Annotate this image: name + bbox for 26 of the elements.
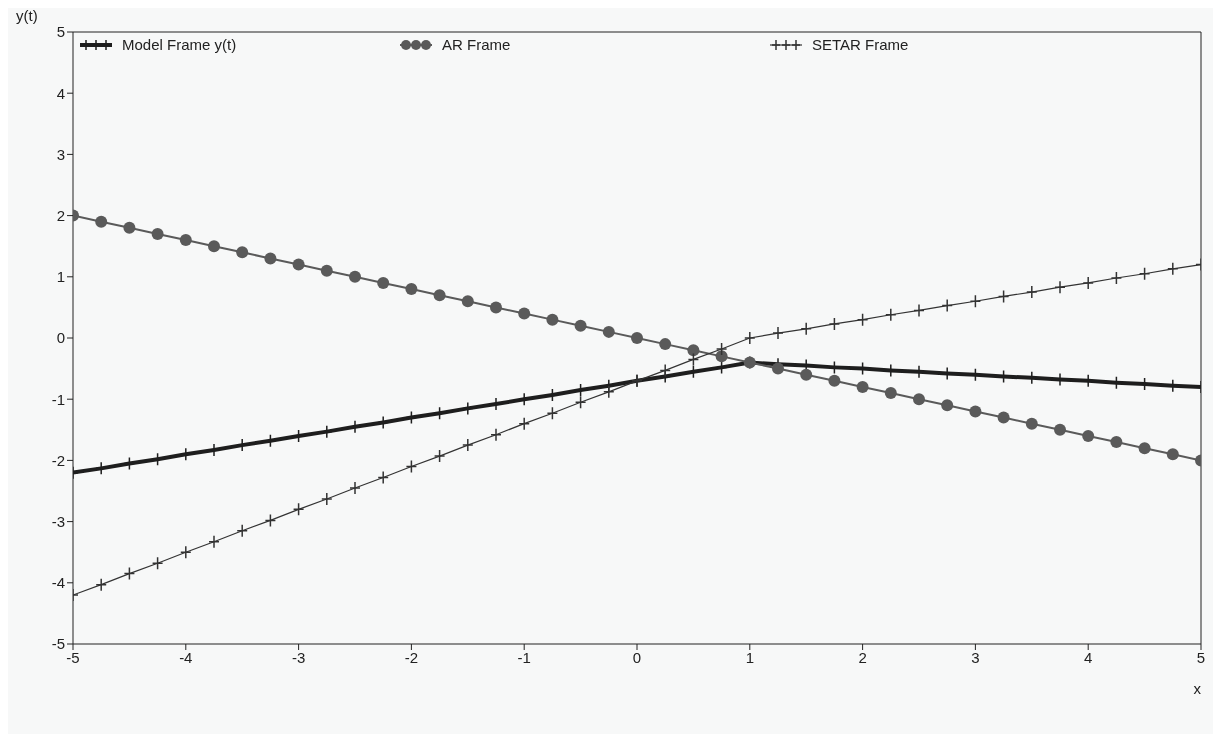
y-tick-label: 0: [56, 329, 65, 347]
y-tick-label: -4: [51, 574, 65, 592]
y-tick-label: -5: [51, 635, 65, 653]
legend-label: SETAR Frame: [812, 36, 909, 53]
y-axis-title: y(t): [16, 6, 38, 24]
legend-label: Model Frame y(t): [122, 36, 237, 53]
y-tick-label: 3: [56, 145, 65, 163]
y-tick-label: 5: [56, 23, 65, 41]
y-tick-label: 2: [56, 206, 65, 224]
x-tick-label: -2: [404, 648, 419, 666]
y-tick-label: -2: [51, 451, 65, 469]
y-tick-label: 1: [56, 268, 65, 286]
x-tick-label: -1: [517, 648, 531, 666]
x-tick-label: -4: [179, 648, 193, 666]
x-tick-label: 5: [1196, 648, 1206, 666]
y-tick-label: -1: [51, 390, 65, 408]
x-axis-title: x: [1193, 680, 1202, 697]
y-tick-label: -3: [51, 512, 65, 530]
y-tick-label: 4: [56, 84, 65, 102]
legend-label: AR Frame: [442, 36, 511, 53]
x-tick-label: 2: [858, 648, 867, 666]
x-tick-label: 3: [971, 648, 980, 666]
x-tick-label: 0: [632, 648, 642, 666]
x-tick-label: -3: [291, 648, 306, 666]
x-tick-label: 4: [1084, 648, 1093, 666]
x-tick-label: 1: [745, 648, 754, 666]
